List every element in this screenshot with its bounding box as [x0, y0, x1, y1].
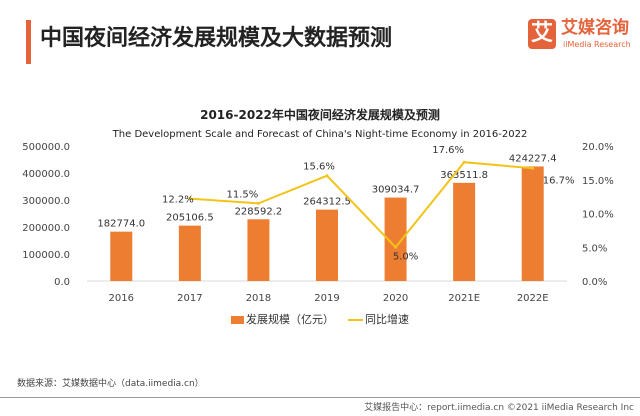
left-tick-label: 100000.0 [22, 250, 70, 261]
title-accent-bar [26, 20, 31, 64]
bar-data-label: 309034.7 [372, 185, 420, 196]
bar [247, 219, 270, 281]
line-data-label: 15.6% [303, 162, 335, 173]
x-tick-label: 2018 [246, 293, 271, 304]
right-tick-label: 0.0% [582, 277, 607, 288]
bar [316, 209, 338, 281]
page-title: 中国夜间经济发展规模及大数据预测 [40, 26, 393, 51]
footer-text: 艾媒报告中心：report.iimedia.cn ©2021 iiMedia R… [364, 403, 634, 413]
bar-data-label: 228592.2 [235, 206, 283, 217]
x-tick-label: 2021E [448, 293, 480, 304]
growth-point [256, 201, 260, 205]
line-data-label: 5.0% [393, 251, 418, 262]
bar [521, 166, 544, 281]
left-tick-label: 300000.0 [22, 196, 70, 207]
bar [178, 225, 201, 281]
left-tick-label: 200000.0 [22, 223, 70, 234]
right-tick-label: 20.0% [582, 142, 614, 153]
line-data-label: 16.7% [543, 175, 575, 186]
bar [384, 197, 407, 281]
growth-line [189, 161, 533, 249]
legend-bar-label: 发展规模（亿元） [246, 313, 334, 326]
line-data-label: 17.6% [432, 145, 464, 156]
growth-point [325, 174, 329, 178]
data-source: 数据来源：艾媒数据中心（data.iimedia.cn） [17, 379, 204, 389]
line-data-label: 11.5% [227, 189, 259, 200]
right-tick-label: 15.0% [582, 176, 614, 187]
logo-mark: 艾 [528, 19, 556, 49]
bar-data-label: 205106.5 [166, 213, 214, 224]
bar-data-label: 182774.0 [97, 219, 145, 230]
x-tick-label: 2019 [314, 293, 339, 304]
left-tick-label: 500000.0 [22, 142, 70, 153]
x-tick-label: 2020 [383, 293, 408, 304]
bar [110, 231, 133, 281]
growth-point [188, 197, 192, 201]
bar-data-label: 264312.5 [303, 197, 351, 208]
left-tick-label: 400000.0 [22, 169, 70, 180]
x-tick-label: 2022E [517, 293, 549, 304]
growth-point [531, 166, 535, 170]
growth-point [394, 245, 398, 249]
footer-divider [0, 397, 640, 398]
legend-line-swatch [348, 319, 363, 321]
chart-subtitle: The Development Scale and Forecast of Ch… [112, 129, 528, 140]
growth-point [462, 160, 466, 164]
logo-name: 艾媒咨询 [561, 18, 629, 38]
bar-data-label: 363511.8 [440, 170, 488, 181]
logo-en: iiMedia Research [563, 40, 631, 49]
legend: 发展规模（亿元） 同比增速 [0, 313, 640, 327]
right-tick-label: 10.0% [582, 210, 614, 221]
right-tick-label: 5.0% [582, 243, 607, 254]
left-tick-label: 0.0 [54, 277, 70, 288]
x-tick-label: 2016 [109, 293, 134, 304]
line-data-label: 12.2% [162, 195, 194, 206]
chart-title: 2016-2022年中国夜间经济发展规模及预测 [200, 108, 440, 122]
x-tick-label: 2017 [177, 293, 202, 304]
legend-line-label: 同比增速 [365, 313, 409, 326]
bar [453, 182, 476, 281]
bar-data-label: 424227.4 [509, 153, 557, 164]
legend-bar-swatch [231, 316, 244, 324]
